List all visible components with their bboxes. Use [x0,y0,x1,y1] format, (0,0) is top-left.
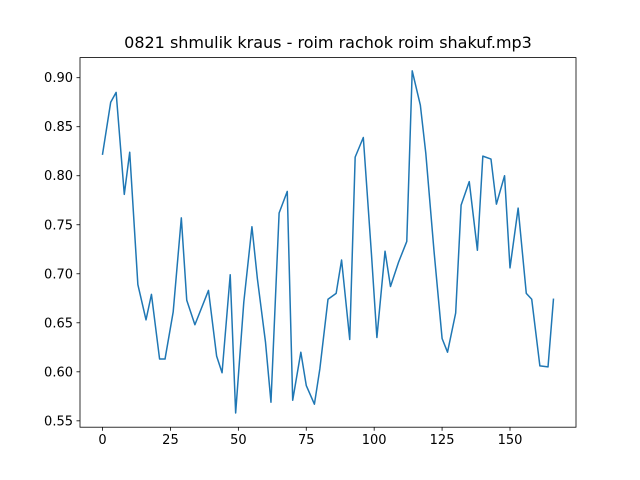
y-tick-label: 0.80 [44,169,73,184]
chart-title: 0821 shmulik kraus - roim rachok roim sh… [124,33,532,52]
x-tick-label: 75 [298,433,315,448]
y-tick-label: 0.85 [44,120,73,135]
x-axis-ticks: 0 25 50 75 100 125 150 [98,427,522,448]
x-tick-label: 125 [430,433,455,448]
y-tick-label: 0.70 [44,267,73,282]
y-tick-label: 0.65 [44,316,73,331]
y-tick-label: 0.55 [44,414,73,429]
y-tick-label: 0.90 [44,71,73,86]
x-tick-label: 50 [230,433,247,448]
x-tick-label: 100 [362,433,387,448]
y-tick-label: 0.75 [44,218,73,233]
x-tick-label: 0 [98,433,106,448]
x-tick-label: 150 [498,433,523,448]
x-tick-label: 25 [162,433,179,448]
series-line [101,70,555,414]
plot-frame [79,57,577,428]
y-tick-label: 0.60 [44,365,73,380]
y-axis-ticks: 0.55 0.60 0.65 0.70 0.75 0.80 0.85 0.90 [44,71,80,429]
